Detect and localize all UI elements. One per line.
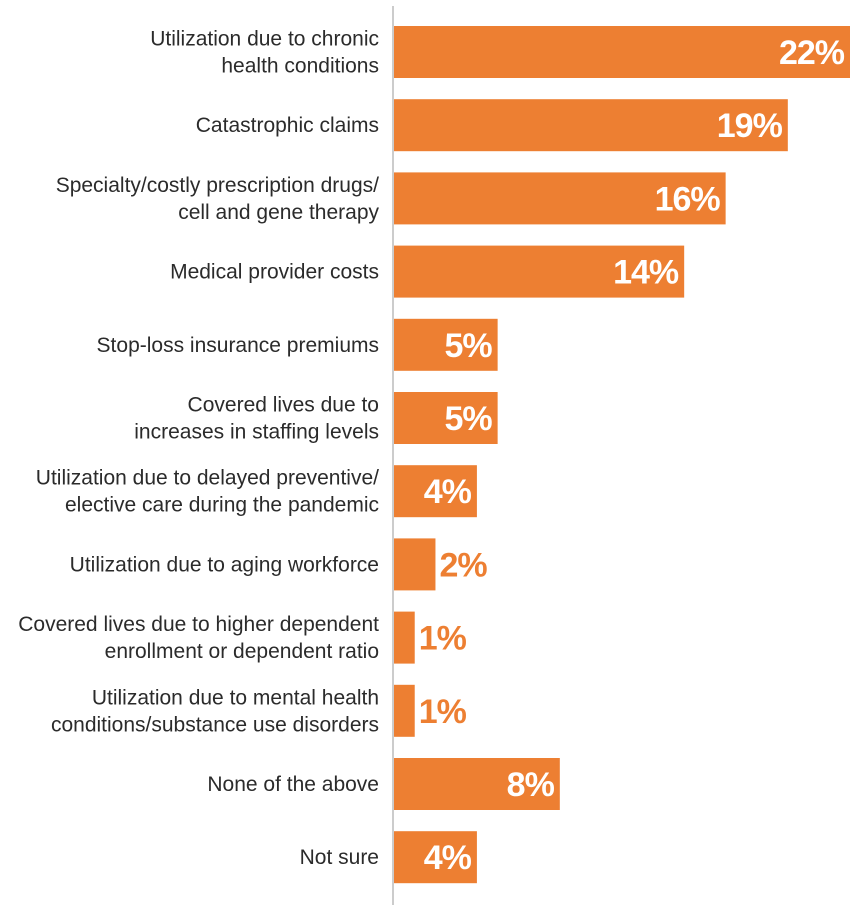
category-label: None of the above bbox=[207, 773, 379, 796]
category-label: Utilization due to delayed preventive/ bbox=[36, 467, 379, 490]
bars-group: Utilization due to chronic health conditi… bbox=[18, 26, 850, 884]
category-label: Utilization due to aging workforce bbox=[70, 553, 379, 576]
value-label: 14% bbox=[613, 254, 679, 292]
category-label: Utilization due to mental health bbox=[92, 686, 379, 709]
category-label: enrollment or dependent ratio bbox=[105, 640, 379, 663]
bar bbox=[394, 684, 415, 737]
bar bbox=[394, 831, 477, 884]
value-label: 16% bbox=[655, 180, 721, 218]
category-label: elective care during the pandemic bbox=[65, 494, 379, 517]
value-label: 4% bbox=[424, 839, 472, 877]
bar bbox=[394, 318, 498, 371]
category-label: Covered lives due to bbox=[188, 394, 379, 417]
value-label: 5% bbox=[444, 400, 492, 438]
category-label: increases in staffing levels bbox=[134, 421, 379, 444]
value-label: 1% bbox=[419, 620, 467, 658]
category-label: health conditions bbox=[221, 55, 379, 78]
category-label: cell and gene therapy bbox=[178, 201, 379, 224]
value-label: 4% bbox=[424, 473, 472, 511]
category-label: Not sure bbox=[300, 846, 379, 869]
bar bbox=[394, 26, 850, 78]
value-label: 5% bbox=[444, 327, 492, 365]
value-label: 22% bbox=[779, 34, 845, 72]
bar bbox=[394, 538, 436, 591]
bar bbox=[394, 99, 788, 152]
bar bbox=[394, 392, 498, 444]
category-label: Medical provider costs bbox=[170, 261, 379, 284]
bar bbox=[394, 465, 477, 518]
value-label: 2% bbox=[439, 546, 487, 584]
value-label: 8% bbox=[507, 766, 555, 804]
category-label: Specialty/costly prescription drugs/ bbox=[56, 174, 379, 197]
bar bbox=[394, 245, 685, 298]
category-label: Covered lives due to higher dependent bbox=[18, 613, 379, 636]
category-label: Utilization due to chronic bbox=[150, 28, 379, 51]
value-label: 1% bbox=[419, 693, 467, 731]
category-label: Catastrophic claims bbox=[196, 114, 379, 137]
category-label: Stop-loss insurance premiums bbox=[97, 334, 379, 357]
bar bbox=[394, 758, 560, 810]
value-label: 19% bbox=[717, 107, 783, 145]
category-label: conditions/substance use disorders bbox=[51, 713, 379, 736]
bar bbox=[394, 611, 415, 664]
bar bbox=[394, 172, 726, 225]
